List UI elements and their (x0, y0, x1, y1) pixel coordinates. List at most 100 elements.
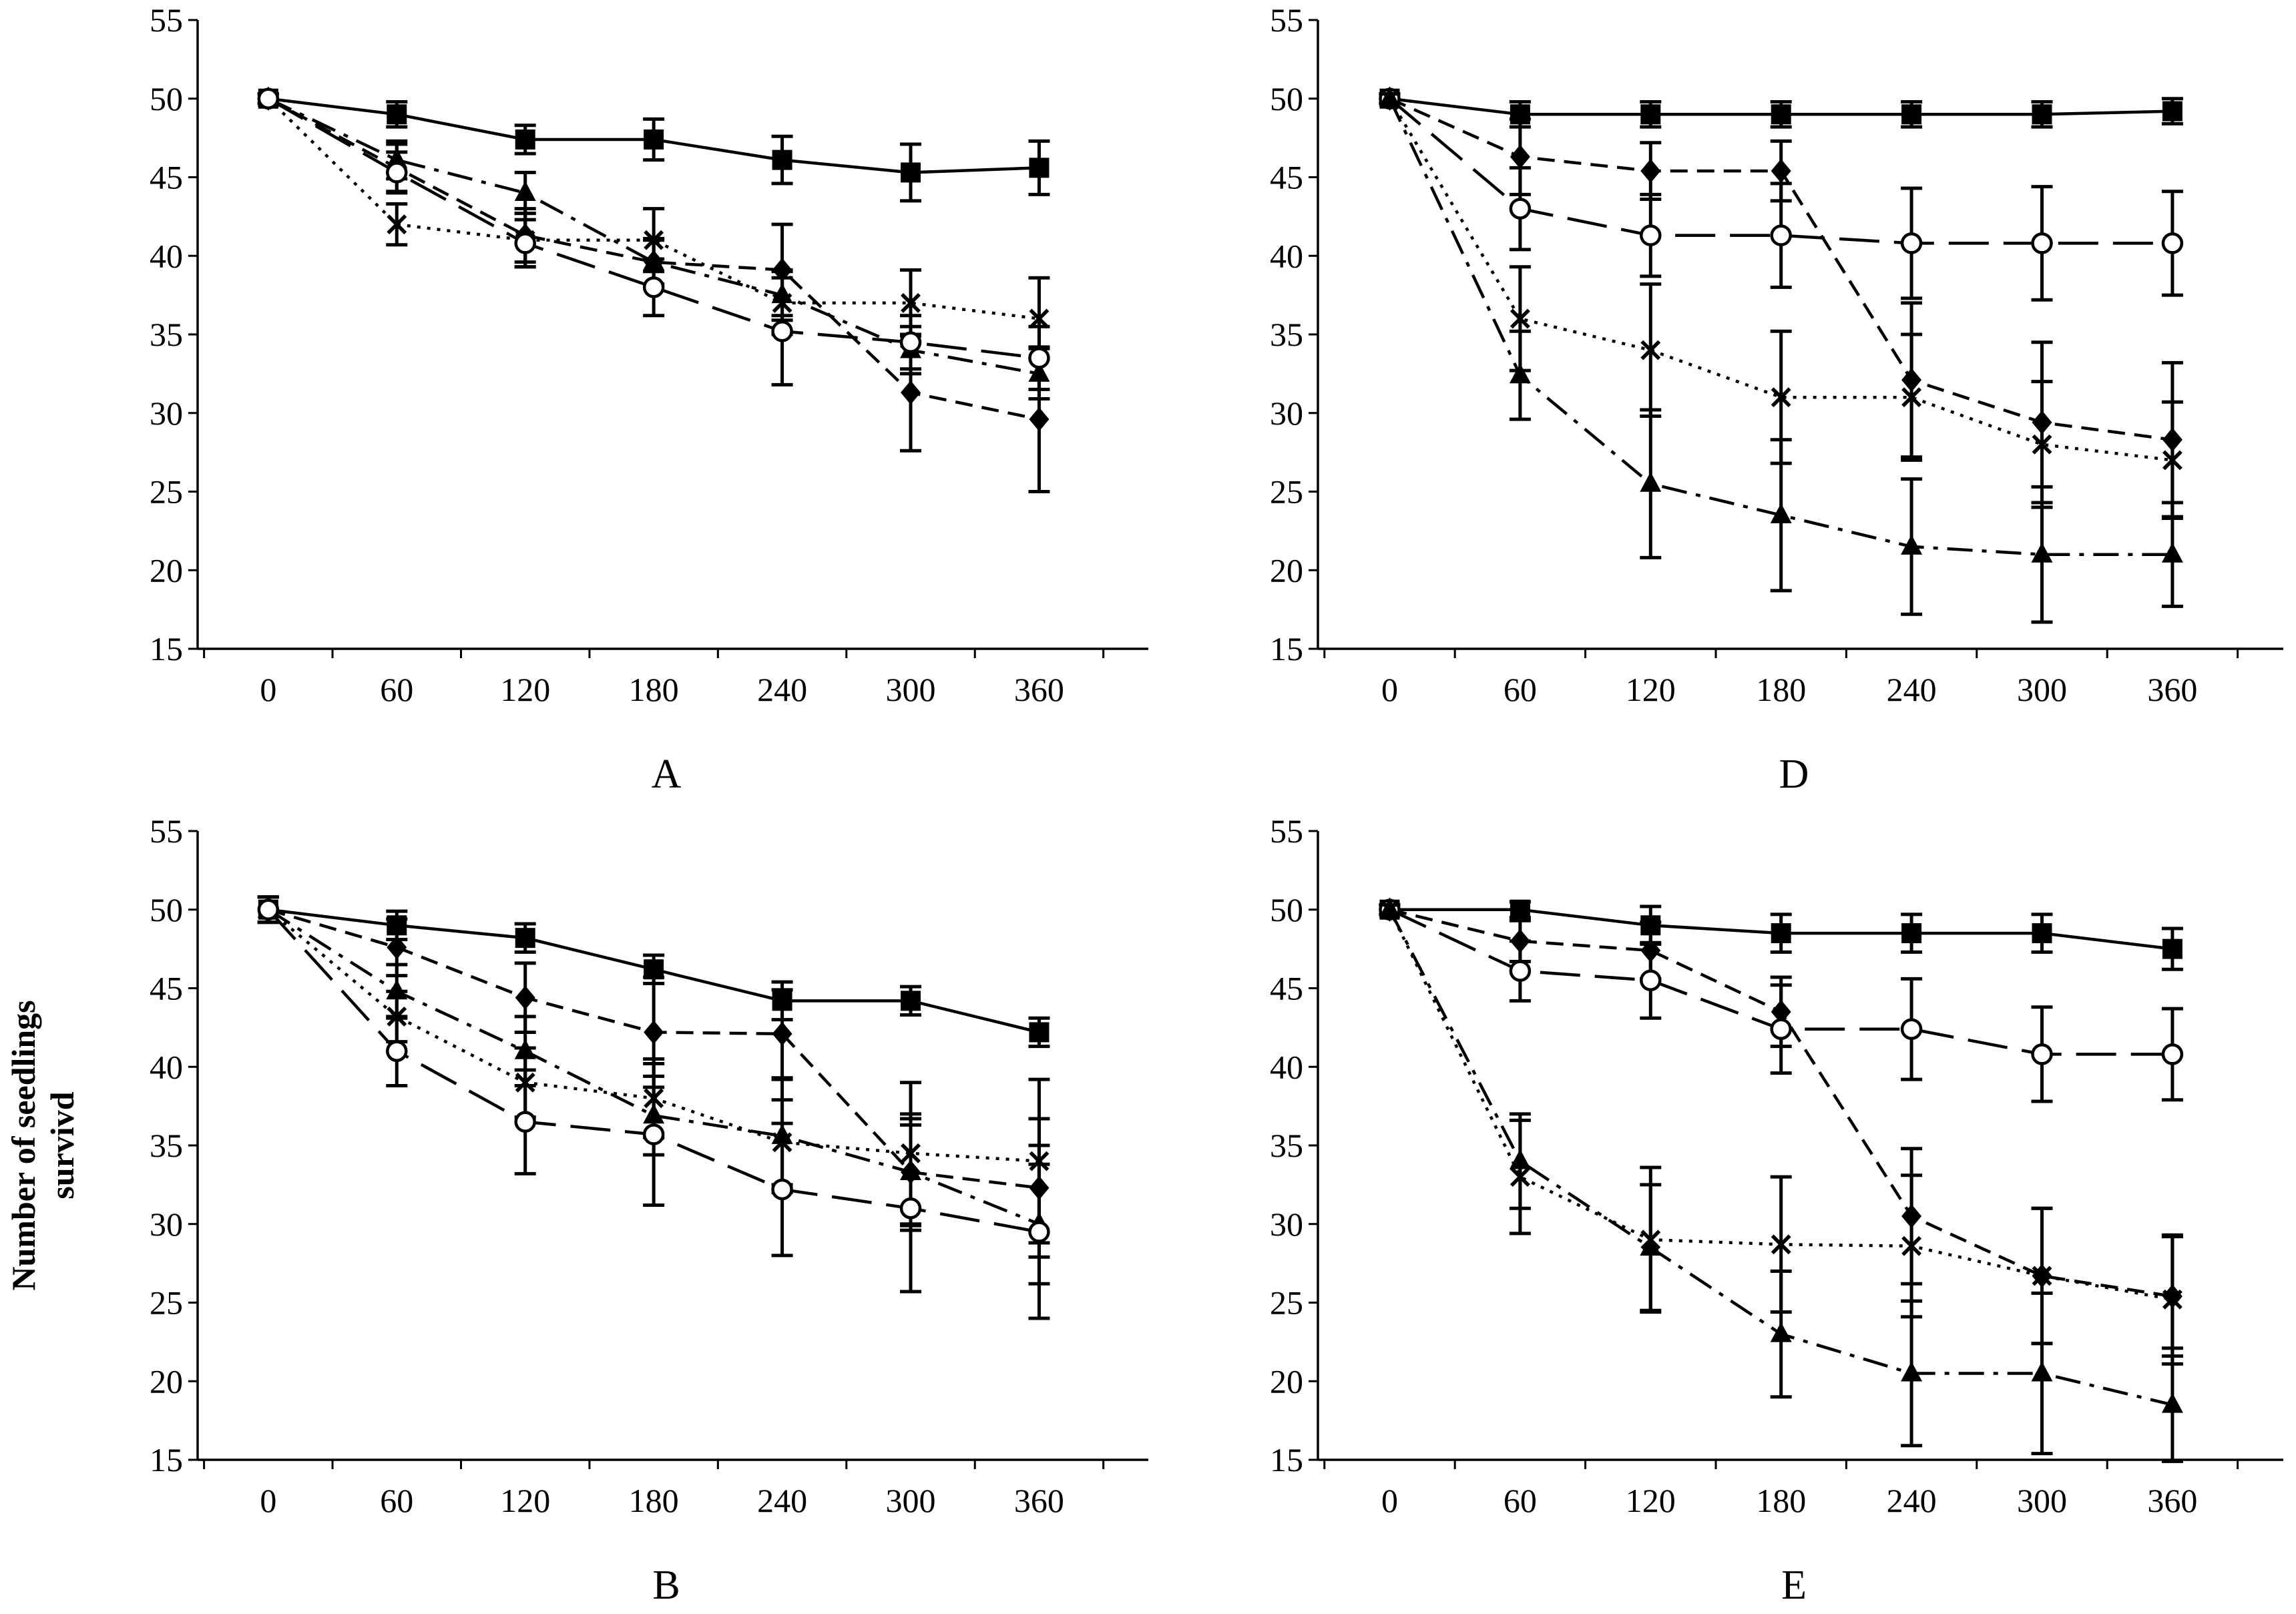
data-point (387, 104, 407, 125)
data-point (257, 87, 280, 109)
data-point (1901, 387, 1922, 408)
y-tick-label: 15 (1270, 1441, 1303, 1478)
x-tick-label: 240 (1887, 1482, 1937, 1519)
y-tick-label: 35 (150, 1127, 183, 1164)
data-point (899, 1197, 922, 1220)
data-point (771, 320, 793, 342)
x-tick-label: 180 (629, 671, 679, 708)
data-point (2031, 232, 2053, 254)
panel-label: E (1781, 1563, 1807, 1608)
x-tick-label: 120 (500, 671, 550, 708)
x-tick-label: 180 (1756, 671, 1806, 708)
data-point (2162, 450, 2183, 471)
x-tick-label: 360 (1014, 1482, 1064, 1519)
data-point (772, 150, 792, 170)
data-point (257, 898, 280, 920)
data-point (387, 935, 407, 960)
data-point (1771, 387, 1791, 408)
x-tick-label: 240 (757, 671, 807, 708)
x-tick-label: 0 (1381, 1482, 1398, 1519)
x-tick-label: 240 (1887, 671, 1937, 708)
data-point (1770, 1322, 1792, 1342)
y-tick-label: 15 (150, 1441, 183, 1478)
y-tick-label: 20 (1270, 551, 1303, 589)
axes: 15 20 25 30 35 40 45 50 55 0 60 120 180 240 300 360 (150, 812, 1148, 1519)
x-tick-label: 0 (260, 671, 276, 708)
data-point (1901, 1361, 1923, 1382)
y-tick-label: 50 (150, 891, 183, 928)
y-tick-label: 15 (1270, 630, 1303, 667)
x-tick-label: 360 (2147, 671, 2197, 708)
data-point (1510, 899, 1530, 920)
data-point (1901, 534, 1923, 555)
data-point (514, 232, 536, 254)
series-square (1379, 88, 2183, 129)
y-tick-label: 35 (1270, 316, 1303, 353)
data-point (2031, 1043, 2053, 1065)
x-tick-label: 60 (380, 671, 413, 708)
x-tick-label: 180 (1756, 1482, 1806, 1519)
data-point (1028, 1221, 1050, 1243)
data-point (1900, 232, 1923, 254)
data-point (2162, 938, 2183, 959)
data-point (2032, 923, 2052, 944)
data-point (901, 292, 921, 313)
data-point (1771, 104, 1791, 125)
x-tick-label: 60 (380, 1482, 413, 1519)
x-tick-label: 360 (1014, 671, 1064, 708)
data-point (1901, 104, 1922, 125)
data-point (1901, 923, 1922, 944)
x-tick-label: 300 (886, 1482, 936, 1519)
panel-b: 15 20 25 30 35 40 45 50 55 0 60 120 180 240 300 360 B Num… (5, 812, 1148, 1608)
y-tick-label: 30 (150, 394, 183, 432)
panel-label: D (1779, 752, 1809, 797)
y-tick-label: 40 (1270, 237, 1303, 274)
x-tick-label: 240 (757, 1482, 807, 1519)
data-point (387, 214, 407, 235)
data-point (2162, 101, 2183, 121)
data-point (1640, 471, 1662, 492)
data-point (1379, 86, 1401, 107)
data-point (1640, 224, 1662, 246)
data-point (1509, 1149, 1531, 1169)
y-tick-label: 40 (150, 237, 183, 274)
data-point (772, 1021, 792, 1046)
data-point (1771, 923, 1791, 944)
x-tick-label: 120 (1626, 1482, 1676, 1519)
axes: 15 20 25 30 35 40 45 50 55 0 60 120 180 240 300 360 (1270, 812, 2283, 1519)
series-triangle (1379, 897, 2183, 1463)
panel-a: 15 20 25 30 35 40 45 50 55 0 60 120 180 240 300 360 A (150, 1, 1148, 797)
data-point (1029, 308, 1050, 329)
y-tick-label: 55 (150, 812, 183, 850)
data-point (386, 162, 408, 184)
series-triangle (1379, 86, 2183, 624)
data-point (386, 1040, 408, 1062)
series-circle (257, 895, 1050, 1320)
data-point (2032, 1266, 2052, 1286)
data-point (644, 129, 664, 150)
y-tick-label: 55 (150, 1, 183, 39)
y-axis-title: Number of seedlingssurvivd (5, 1000, 81, 1290)
y-tick-label: 25 (1270, 1284, 1303, 1322)
x-tick-label: 120 (1626, 671, 1676, 708)
y-tick-label: 25 (1270, 473, 1303, 511)
data-point (1029, 1022, 1050, 1043)
data-point (901, 380, 921, 405)
data-point (2161, 232, 2184, 254)
y-tick-label: 25 (150, 1284, 183, 1322)
y-tick-label: 45 (150, 159, 183, 196)
data-point (1509, 363, 1531, 384)
y-tick-label: 55 (1270, 1, 1303, 39)
y-tick-label: 20 (150, 551, 183, 589)
data-point (1640, 159, 1661, 184)
data-point (2161, 542, 2183, 563)
y-tick-label: 35 (1270, 1127, 1303, 1164)
x-tick-label: 0 (260, 1482, 276, 1519)
data-point (1770, 224, 1792, 246)
data-point (899, 331, 922, 354)
data-point (1640, 969, 1662, 991)
data-point (901, 162, 921, 183)
y-tick-label: 25 (150, 473, 183, 511)
data-point (1770, 503, 1792, 523)
